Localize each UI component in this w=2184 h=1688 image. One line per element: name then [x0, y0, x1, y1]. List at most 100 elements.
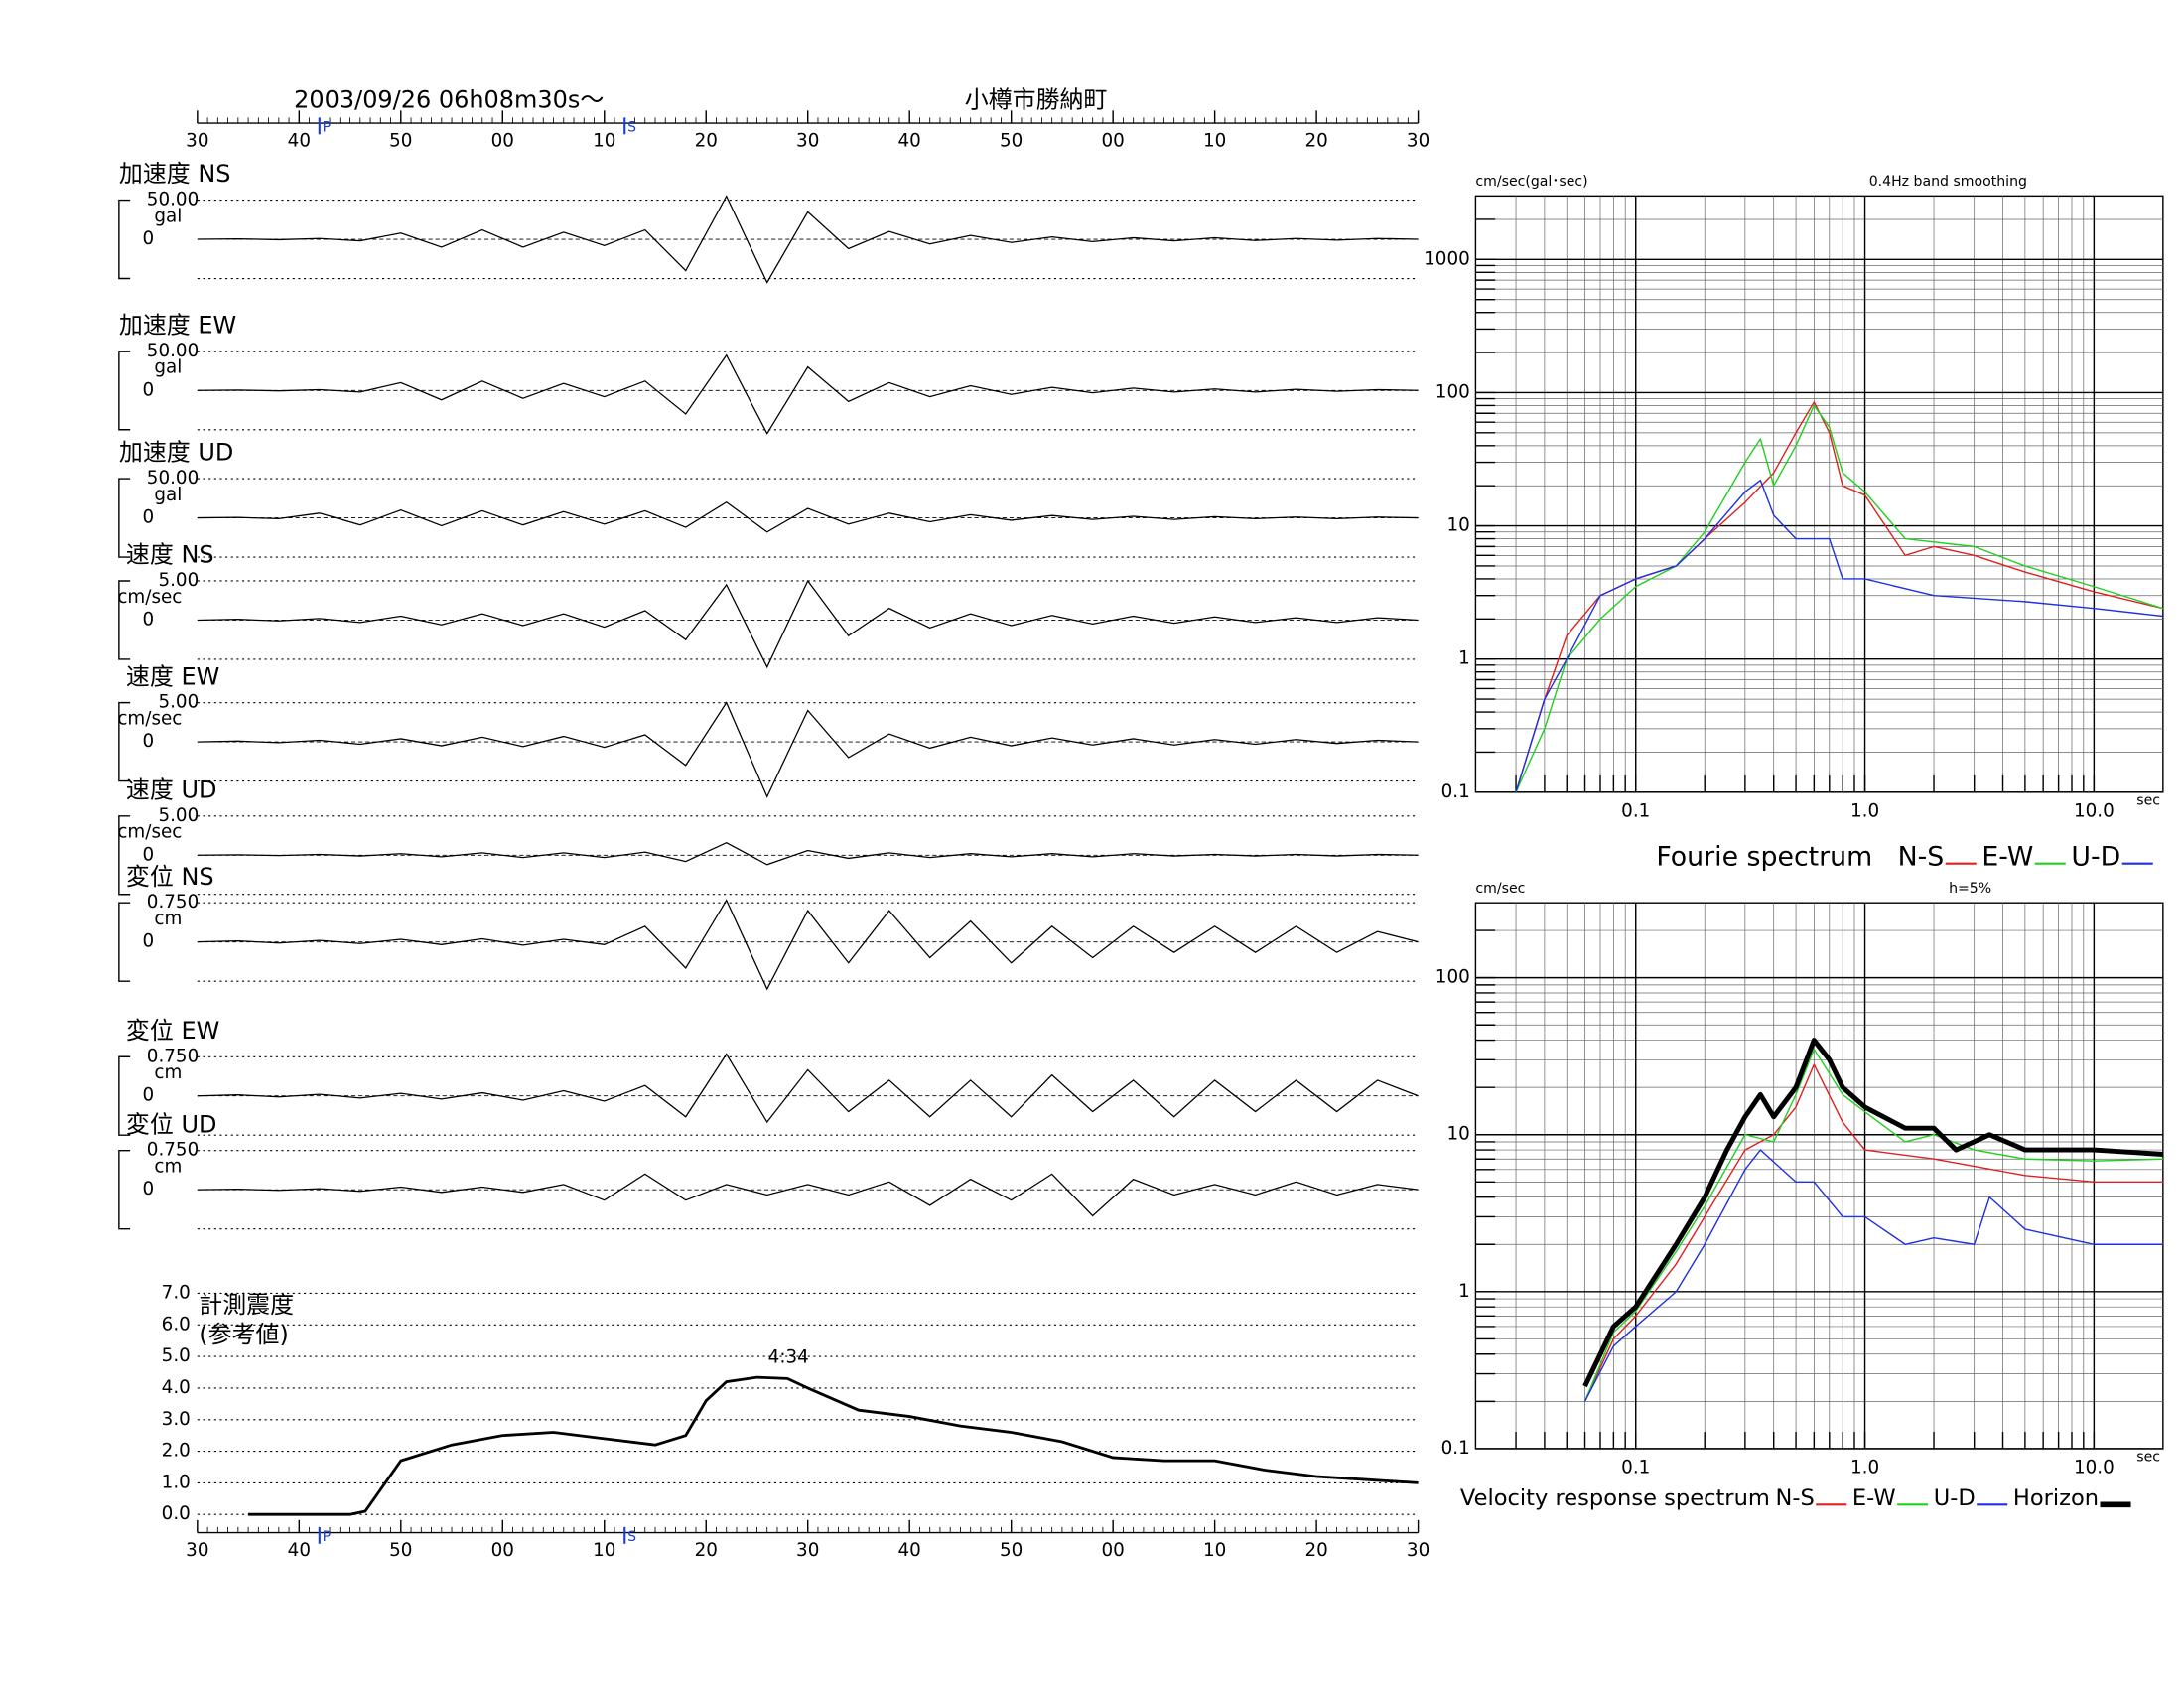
trace-title: 変位 EW — [126, 1017, 219, 1045]
y-tick-label: 10 — [1446, 1124, 1469, 1145]
legend-title: Velocity response spectrum — [1460, 1485, 1770, 1511]
y-tick-label: 0.750 — [147, 1046, 199, 1066]
unit-label: cm/sec — [117, 587, 182, 608]
date-title: 2003/09/26 06h08m30s〜 — [294, 85, 604, 113]
trace-title: 加速度 UD — [119, 439, 233, 467]
y-tick-label: 50.00 — [147, 190, 199, 211]
y-tick-label: 0 — [142, 507, 154, 528]
y-tick-label: 0 — [142, 1179, 154, 1199]
time-tick-label: 40 — [898, 130, 921, 151]
waveform — [197, 579, 1419, 669]
y-tick-label: 1 — [1458, 1281, 1470, 1302]
y-tick-label: 0.0 — [162, 1503, 191, 1524]
time-tick-label: 00 — [491, 1540, 514, 1561]
y-unit-title: cm/sec — [1475, 881, 1525, 897]
time-tick-label: 40 — [898, 1540, 921, 1561]
y-tick-label: 0.1 — [1441, 1438, 1470, 1459]
phase-marker-label: P — [323, 119, 332, 135]
y-tick-label: 5.0 — [162, 1345, 191, 1366]
time-tick-label: 10 — [1203, 130, 1226, 151]
spectrum-line — [1515, 479, 2163, 793]
y-tick-label: 7.0 — [162, 1282, 191, 1303]
time-tick-label: 30 — [1407, 1540, 1430, 1561]
time-tick-label: 10 — [1203, 1540, 1226, 1561]
time-tick-label: 20 — [695, 1540, 718, 1561]
y-tick-label: 0 — [142, 931, 154, 952]
y-tick-label: 0.750 — [147, 1140, 199, 1161]
x-tick-label: 0.1 — [1621, 801, 1650, 822]
y-tick-label: 0 — [142, 379, 154, 400]
waveform — [197, 899, 1419, 991]
spectrum-line — [1583, 1149, 2163, 1402]
legend-title: Fourie spectrum — [1656, 842, 1872, 873]
trace-title: 変位 NS — [126, 863, 214, 891]
y-tick-label: 0 — [142, 609, 154, 630]
x-unit: sec — [2136, 792, 2160, 808]
phase-marker-label: S — [627, 119, 636, 135]
y-tick-label: 6.0 — [162, 1314, 191, 1335]
note: 0.4Hz band smoothing — [1869, 174, 2027, 190]
time-tick-label: 10 — [593, 130, 615, 151]
legend-label: U-D — [1934, 1485, 1976, 1511]
time-tick-label: 50 — [389, 130, 412, 151]
y-tick-label: 0.750 — [147, 892, 199, 913]
legend-label: E-W — [1852, 1485, 1896, 1511]
y-tick-label: 3.0 — [162, 1409, 191, 1430]
trace-bracket — [118, 815, 131, 896]
unit-label: cm — [154, 909, 182, 929]
trace-title: 速度 UD — [126, 775, 217, 803]
legend-label: U-D — [2071, 842, 2120, 873]
time-tick-label: 30 — [1407, 130, 1430, 151]
time-tick-label: 00 — [1101, 130, 1124, 151]
waveform — [197, 841, 1419, 866]
time-tick-label: 20 — [1304, 1540, 1327, 1561]
phase-marker-label: S — [627, 1529, 636, 1545]
time-tick-label: 30 — [186, 1540, 208, 1561]
waveform — [197, 1053, 1419, 1124]
y-tick-label: 5.00 — [158, 570, 199, 591]
waveform — [197, 1173, 1419, 1217]
plot-frame — [1474, 195, 2164, 793]
trace-bracket — [118, 478, 131, 558]
trace-bracket — [118, 351, 131, 431]
time-tick-label: 30 — [796, 1540, 819, 1561]
trace-bracket — [118, 580, 131, 660]
time-tick-label: 50 — [1000, 1540, 1023, 1561]
y-tick-label: 50.00 — [147, 468, 199, 489]
spectrum-line — [1582, 1038, 2164, 1388]
y-tick-label: 100 — [1435, 967, 1470, 988]
legend-label: Horizon — [2013, 1485, 2099, 1511]
trace-bracket — [118, 701, 131, 782]
trace-bracket — [118, 902, 131, 982]
station-title: 小樽市勝納町 — [965, 85, 1108, 113]
unit-label: gal — [154, 485, 182, 505]
time-tick-label: 10 — [593, 1540, 615, 1561]
spectrum-line — [1583, 1049, 2163, 1402]
y-tick-label: 2.0 — [162, 1441, 191, 1462]
y-tick-label: 0 — [142, 731, 154, 752]
time-tick-label: 30 — [186, 130, 208, 151]
trace-title: 加速度 EW — [119, 311, 236, 339]
unit-label: cm/sec — [117, 709, 182, 730]
unit-label: gal — [154, 206, 182, 226]
y-tick-label: 0 — [142, 228, 154, 249]
y-unit-title: cm/sec(gal･sec) — [1475, 174, 1587, 190]
unit-label: cm — [154, 1062, 182, 1083]
legend-label: N-S — [1775, 1485, 1814, 1511]
intensity-title: 計測震度 — [199, 1291, 294, 1319]
y-tick-label: 0.1 — [1441, 781, 1470, 802]
y-tick-label: 0 — [142, 1085, 154, 1106]
y-tick-label: 0 — [142, 844, 154, 865]
y-tick-label: 1.0 — [162, 1472, 191, 1492]
x-tick-label: 10.0 — [2074, 801, 2115, 822]
note: h=5% — [1949, 881, 1991, 897]
unit-label: cm/sec — [117, 822, 182, 843]
trace-bracket — [118, 1150, 131, 1230]
trace-title: 速度 NS — [126, 541, 214, 569]
y-tick-label: 1 — [1458, 648, 1470, 669]
time-tick-label: 00 — [1101, 1540, 1124, 1561]
y-tick-label: 5.00 — [158, 805, 199, 826]
waveform — [197, 501, 1419, 533]
